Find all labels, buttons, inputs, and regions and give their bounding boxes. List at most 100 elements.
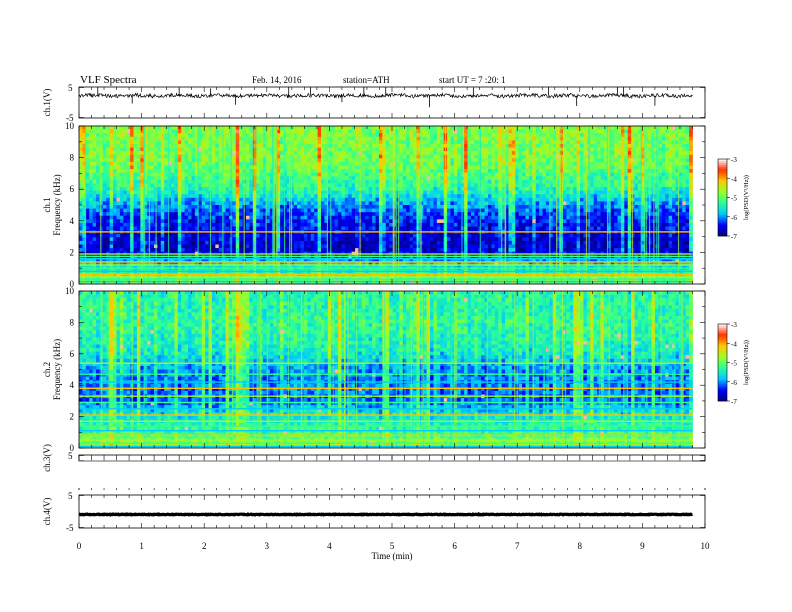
colorbar-cell [718,343,727,346]
colorbar-cell [718,362,727,365]
spectral-streak [143,126,145,284]
spectral-streak [606,126,609,284]
colorbar-cell [718,329,727,332]
x-tick-label: 7 [515,541,520,551]
colorbar-cell [718,324,727,327]
ch3-waveform-ylabel: ch.3(V) [42,444,52,472]
colorbar-cell [718,207,727,210]
colorbar-cell [718,387,727,390]
spectral-streak [645,126,647,284]
spectral-streak [644,126,646,284]
colorbar-cell [718,209,727,212]
spectral-streak [450,291,452,448]
spectral-streak [326,126,328,284]
colorbar-cell [718,377,727,381]
y-tick-label: 5 [68,491,73,501]
spectral-streak [359,126,361,284]
spectral-streak [453,291,456,448]
spectral-streak [108,291,110,448]
spectral-streak [598,291,600,448]
colorbar-cell [718,164,727,168]
spectral-line [79,362,693,364]
spectral-line [79,381,693,383]
spectral-streak [486,291,488,448]
colorbar-cell [718,226,727,229]
colorbar-cell [718,205,727,208]
spectral-streak [421,291,423,448]
spectral-streak [332,291,334,448]
colorbar-cell [718,193,727,196]
spectral-streak [560,126,563,284]
spectral-streak [549,126,551,284]
colorbar-cell [718,234,727,237]
ch1-spectrogram-colorbar-label: log(PSD(V²/Hz)) [743,175,750,220]
colorbar-cell [718,166,727,169]
chart-title: VLF Spectra [80,74,137,86]
colorbar-cell [718,360,727,363]
spectral-streak [155,126,157,284]
spectral-streak [257,291,259,448]
colorbar-cell [718,347,727,350]
spectral-streak [451,291,453,448]
spectral-streak [144,126,146,284]
x-tick-label: 3 [265,541,270,551]
spectral-streak [680,291,682,448]
colorbar-cell [718,352,727,356]
spectral-streak [559,126,561,284]
spectral-streak [339,291,341,448]
spectral-streak [514,291,516,448]
ch4-waveform-trace [78,511,693,517]
colorbar-cell [718,197,727,200]
spectral-streak [252,291,254,448]
colorbar-tick-label: -3 [731,156,737,164]
ch4-waveform-ylabel-line: ch.4(V) [42,498,52,526]
colorbar-cell [718,354,727,358]
spectral-line [79,439,693,441]
spectral-streak [547,291,549,448]
spectral-line [79,267,693,269]
station-label: station=ATH [343,75,390,85]
spectral-streak [275,126,277,284]
spectral-streak [479,126,481,284]
y-tick-label: 8 [70,153,75,163]
spectral-streak [260,291,262,448]
spectral-streak [640,126,642,284]
spectral-streak [410,291,412,448]
spectral-streak [543,291,545,448]
spectral-line [79,270,693,273]
spectral-streak [585,126,588,284]
colorbar-cell [718,159,727,162]
spectral-line [79,442,693,444]
spectral-streak [265,126,267,284]
colorbar-tick-label: -3 [731,321,737,329]
spectral-streak [532,291,534,448]
spectral-line [79,401,693,404]
spectral-streak [209,126,212,284]
colorbar-cell [718,203,727,206]
spectral-streak [646,291,648,448]
spectral-streak [660,291,662,448]
spectral-streak [623,291,625,448]
spectral-streak [561,291,564,448]
spectral-streak [243,126,245,284]
spectral-line [79,425,693,427]
colorbar-cell [718,368,727,371]
spectral-streak [148,126,150,284]
colorbar-cell [718,358,727,361]
spectral-line [79,445,693,448]
colorbar-cell [718,374,727,377]
spectral-streak [658,126,660,284]
colorbar-cell [718,397,727,400]
colorbar-cell [718,174,727,177]
colorbar-tick-label: -4 [731,175,737,183]
spectral-line [79,414,693,416]
y-tick-label: 5 [68,451,73,461]
y-tick-label: 6 [70,184,75,194]
ch2-spectrogram-cells [79,291,693,449]
colorbar-cell [718,383,727,386]
spectral-streak [231,291,233,448]
spectral-streak [682,291,684,448]
spectral-streak [222,126,224,284]
spectral-streak [273,126,275,284]
